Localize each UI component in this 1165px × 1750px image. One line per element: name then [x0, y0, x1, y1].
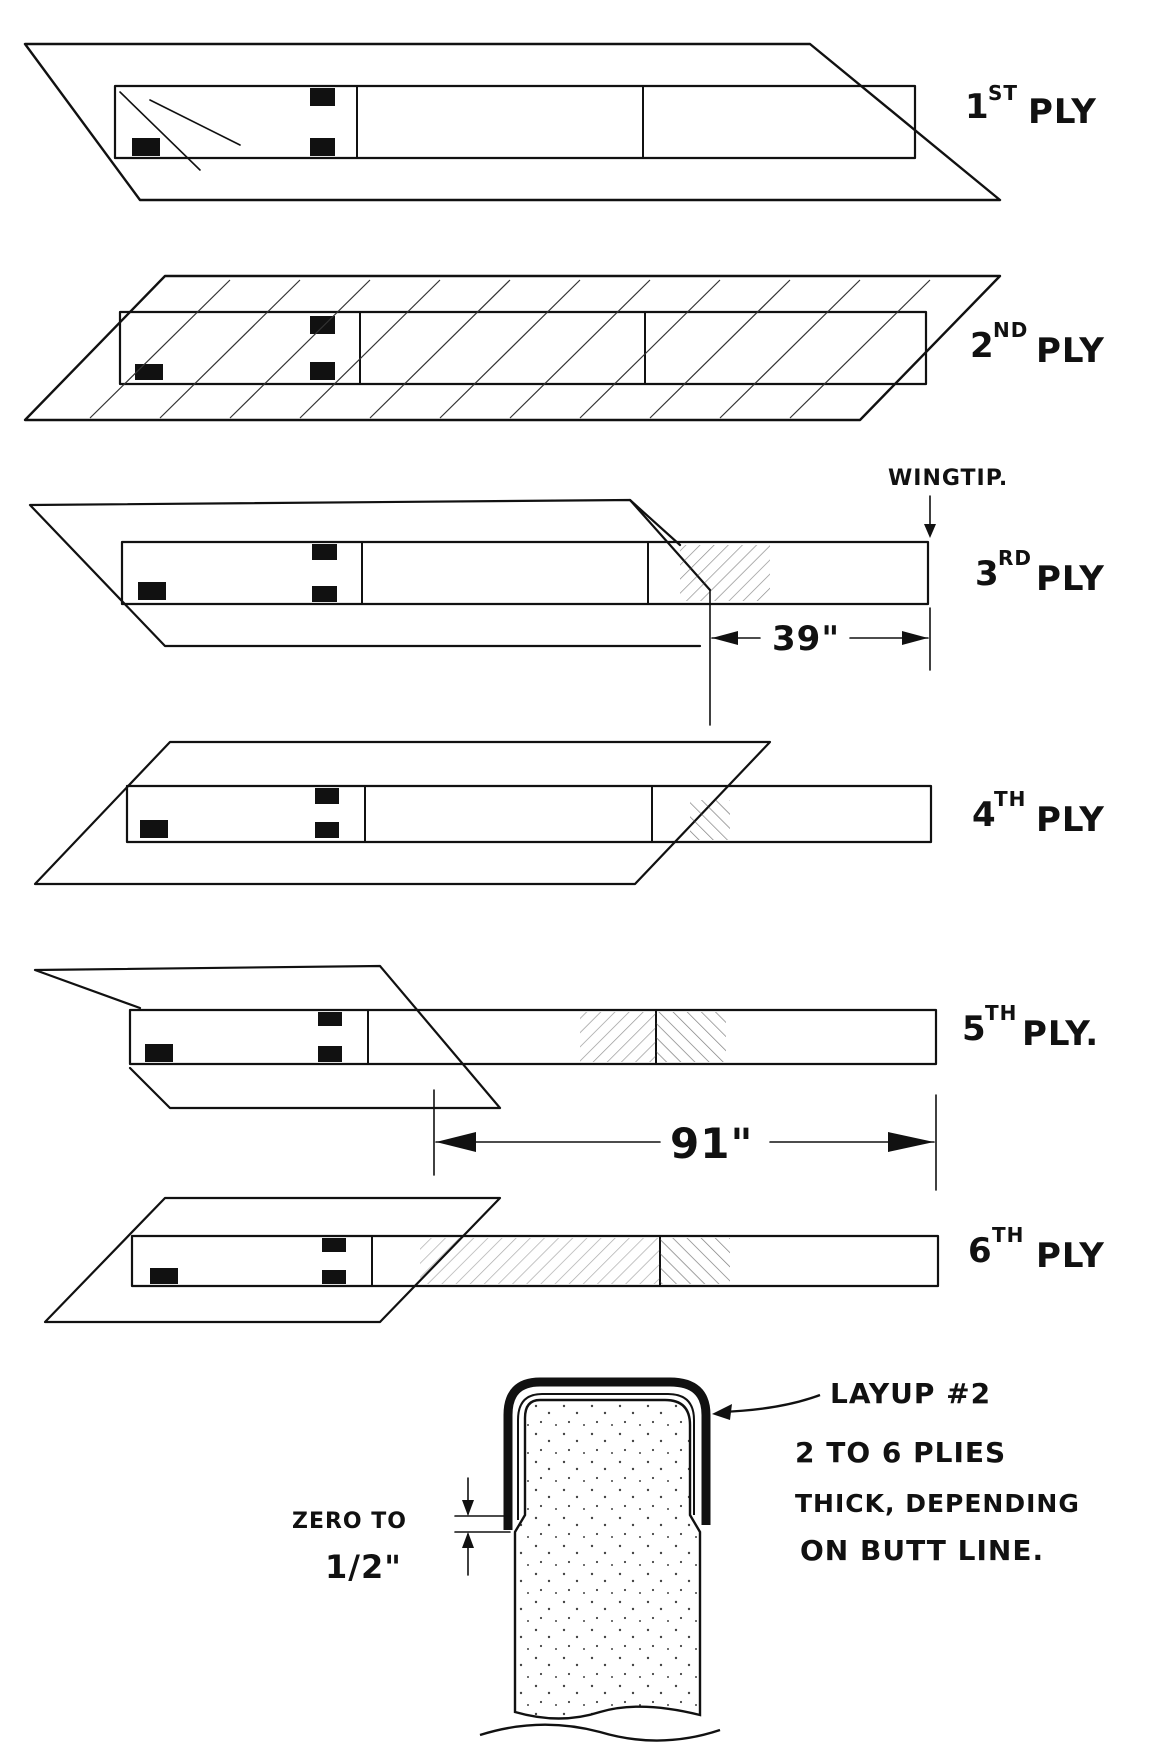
layup-desc-line-2: THICK, DEPENDING	[795, 1489, 1080, 1518]
ply-4-cloth	[33, 740, 772, 886]
ply-4-suffix: TH	[994, 787, 1026, 811]
ply-6-word: PLY	[1036, 1236, 1105, 1276]
ply-5-spar-cap	[318, 1046, 342, 1062]
ply-5-spar-cap	[318, 1012, 342, 1026]
ply-4-spar	[125, 784, 933, 844]
ply-4-number: 4	[972, 795, 997, 835]
layup-desc-line-3: ON BUTT LINE.	[800, 1534, 1044, 1567]
ply-3-word: PLY	[1036, 559, 1105, 599]
ply-5-hatch-zone	[656, 1012, 726, 1062]
ply-4-word: PLY	[1036, 800, 1105, 840]
ply-4-drawing	[33, 740, 933, 886]
ply-6-spar	[130, 1234, 940, 1288]
ply-6-suffix: TH	[992, 1223, 1024, 1247]
ply-3-hatch-zone	[680, 545, 770, 601]
layup-cap	[503, 1377, 711, 1530]
ply-5-spar-cap	[145, 1044, 173, 1062]
ply-6-spar-cap	[322, 1270, 346, 1284]
ply-3-number: 3	[975, 554, 1000, 594]
ply-3-drawing	[28, 495, 936, 726]
ply-3-spar-cap	[138, 582, 166, 600]
ply-6-cloth	[43, 1196, 502, 1324]
foam-core	[513, 1398, 702, 1720]
ply-3-suffix: RD	[998, 546, 1032, 570]
ply-5-suffix: TH	[985, 1001, 1017, 1025]
ply-1-spar-cap	[310, 88, 335, 106]
ply-1-spar	[113, 84, 917, 160]
ply-6-drawing	[43, 1196, 940, 1324]
layup-desc-line-1: 2 TO 6 PLIES	[795, 1436, 1006, 1469]
ply-4-label: 4 TH PLY	[972, 787, 1105, 840]
ply-1-drawing	[23, 42, 1002, 202]
ply-1-suffix: ST	[988, 81, 1018, 105]
ply-1-word: PLY	[1028, 92, 1097, 132]
ply-4-spar-cap	[315, 788, 339, 804]
ply-2-cloth	[23, 274, 1002, 422]
ply-5-spar	[128, 1008, 938, 1066]
ply-2-label: 2 ND PLY	[970, 318, 1105, 371]
ply-3-cloth	[28, 498, 712, 648]
ply-1-cloth	[23, 42, 1002, 202]
ply-5-label: 5 TH PLY.	[962, 1001, 1099, 1054]
half-inch-label: 1/2"	[325, 1548, 402, 1586]
ply-3-spar	[120, 540, 930, 606]
ply-6-spar-cap	[322, 1238, 346, 1252]
ply-6-spar-cap	[150, 1268, 178, 1284]
ply-2-suffix: ND	[993, 318, 1028, 342]
ply-5-cloth	[33, 964, 502, 1110]
ply-2-word: PLY	[1036, 331, 1105, 371]
ply-3-label: 3 RD PLY	[975, 546, 1105, 599]
ply-3-spar-cap	[312, 544, 337, 560]
layup-label: LAYUP #2	[830, 1377, 991, 1410]
ply-1-number: 1	[965, 87, 990, 127]
ply-5-drawing	[33, 964, 938, 1191]
ply-2-drawing	[23, 274, 1002, 422]
dimension-91: 91"	[670, 1119, 753, 1168]
ply-3-spar-cap	[312, 586, 337, 602]
ply-2-spar-cap	[310, 362, 335, 380]
spar-cross-section	[454, 1377, 821, 1742]
ply-6-number: 6	[968, 1231, 993, 1271]
dimension-39: 39"	[772, 619, 840, 659]
ply-5-word: PLY.	[1022, 1014, 1099, 1054]
zero-to-label: ZERO TO	[292, 1509, 407, 1534]
ply-2-spar	[118, 310, 928, 386]
ply-1-spar-cap	[310, 138, 335, 156]
wingtip-label: WINGTIP.	[888, 466, 1008, 491]
ply-6-hatch-zone	[420, 1238, 660, 1284]
ply-4-spar-cap	[315, 822, 339, 838]
ply-6-label: 6 TH PLY	[968, 1223, 1105, 1276]
ply-5-number: 5	[962, 1009, 987, 1049]
ply-5-hatch-zone	[580, 1012, 656, 1062]
ply-4-hatch-zone	[690, 800, 730, 840]
ply-2-spar-cap	[135, 364, 163, 380]
ply-6-hatch-zone	[660, 1238, 730, 1284]
ply-1-label: 1 ST PLY	[965, 81, 1097, 132]
ply-1-spar-cap	[132, 138, 160, 156]
ply-2-number: 2	[970, 326, 995, 366]
ply-4-spar-cap	[140, 820, 168, 838]
